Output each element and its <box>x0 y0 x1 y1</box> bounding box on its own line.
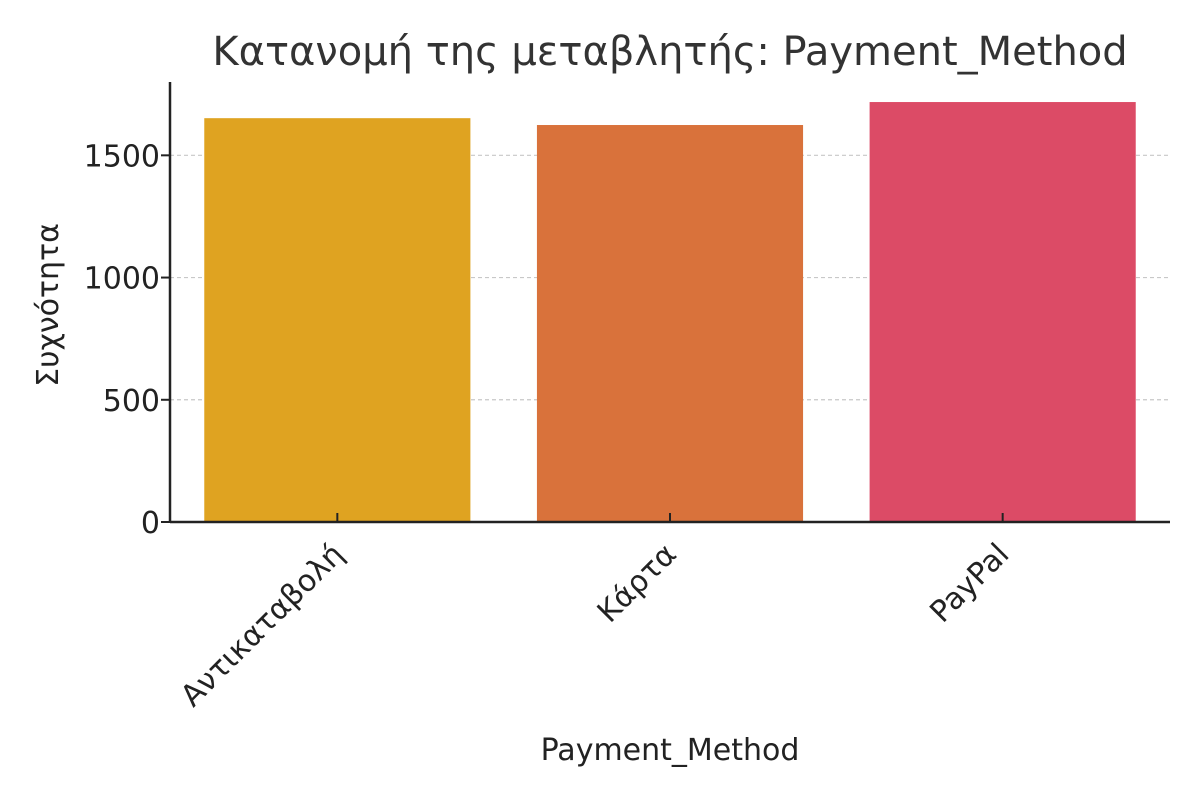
y-axis-label: Συχνότητα <box>31 223 66 387</box>
x-tick-label: Κάρτα <box>591 537 684 630</box>
bar-2 <box>536 125 804 523</box>
x-axis-ticks: Αντικαταβολή Κάρτα PayPal <box>174 513 1016 714</box>
x-axis-label: Payment_Method <box>541 733 800 768</box>
y-tick-label: 0 <box>141 506 160 541</box>
y-tick-label: 1000 <box>84 262 160 297</box>
bars <box>204 102 1136 523</box>
y-axis-ticks: 0 500 1000 1500 <box>84 139 170 541</box>
x-tick-label: Αντικαταβολή <box>174 537 351 714</box>
bar-3 <box>869 102 1136 523</box>
x-tick-label: PayPal <box>923 537 1016 630</box>
y-tick-label: 1500 <box>84 139 160 174</box>
y-tick-label: 500 <box>103 384 160 419</box>
chart-title: Κατανομή της μεταβλητής: Payment_Method <box>212 29 1127 75</box>
bar-1 <box>204 118 471 522</box>
